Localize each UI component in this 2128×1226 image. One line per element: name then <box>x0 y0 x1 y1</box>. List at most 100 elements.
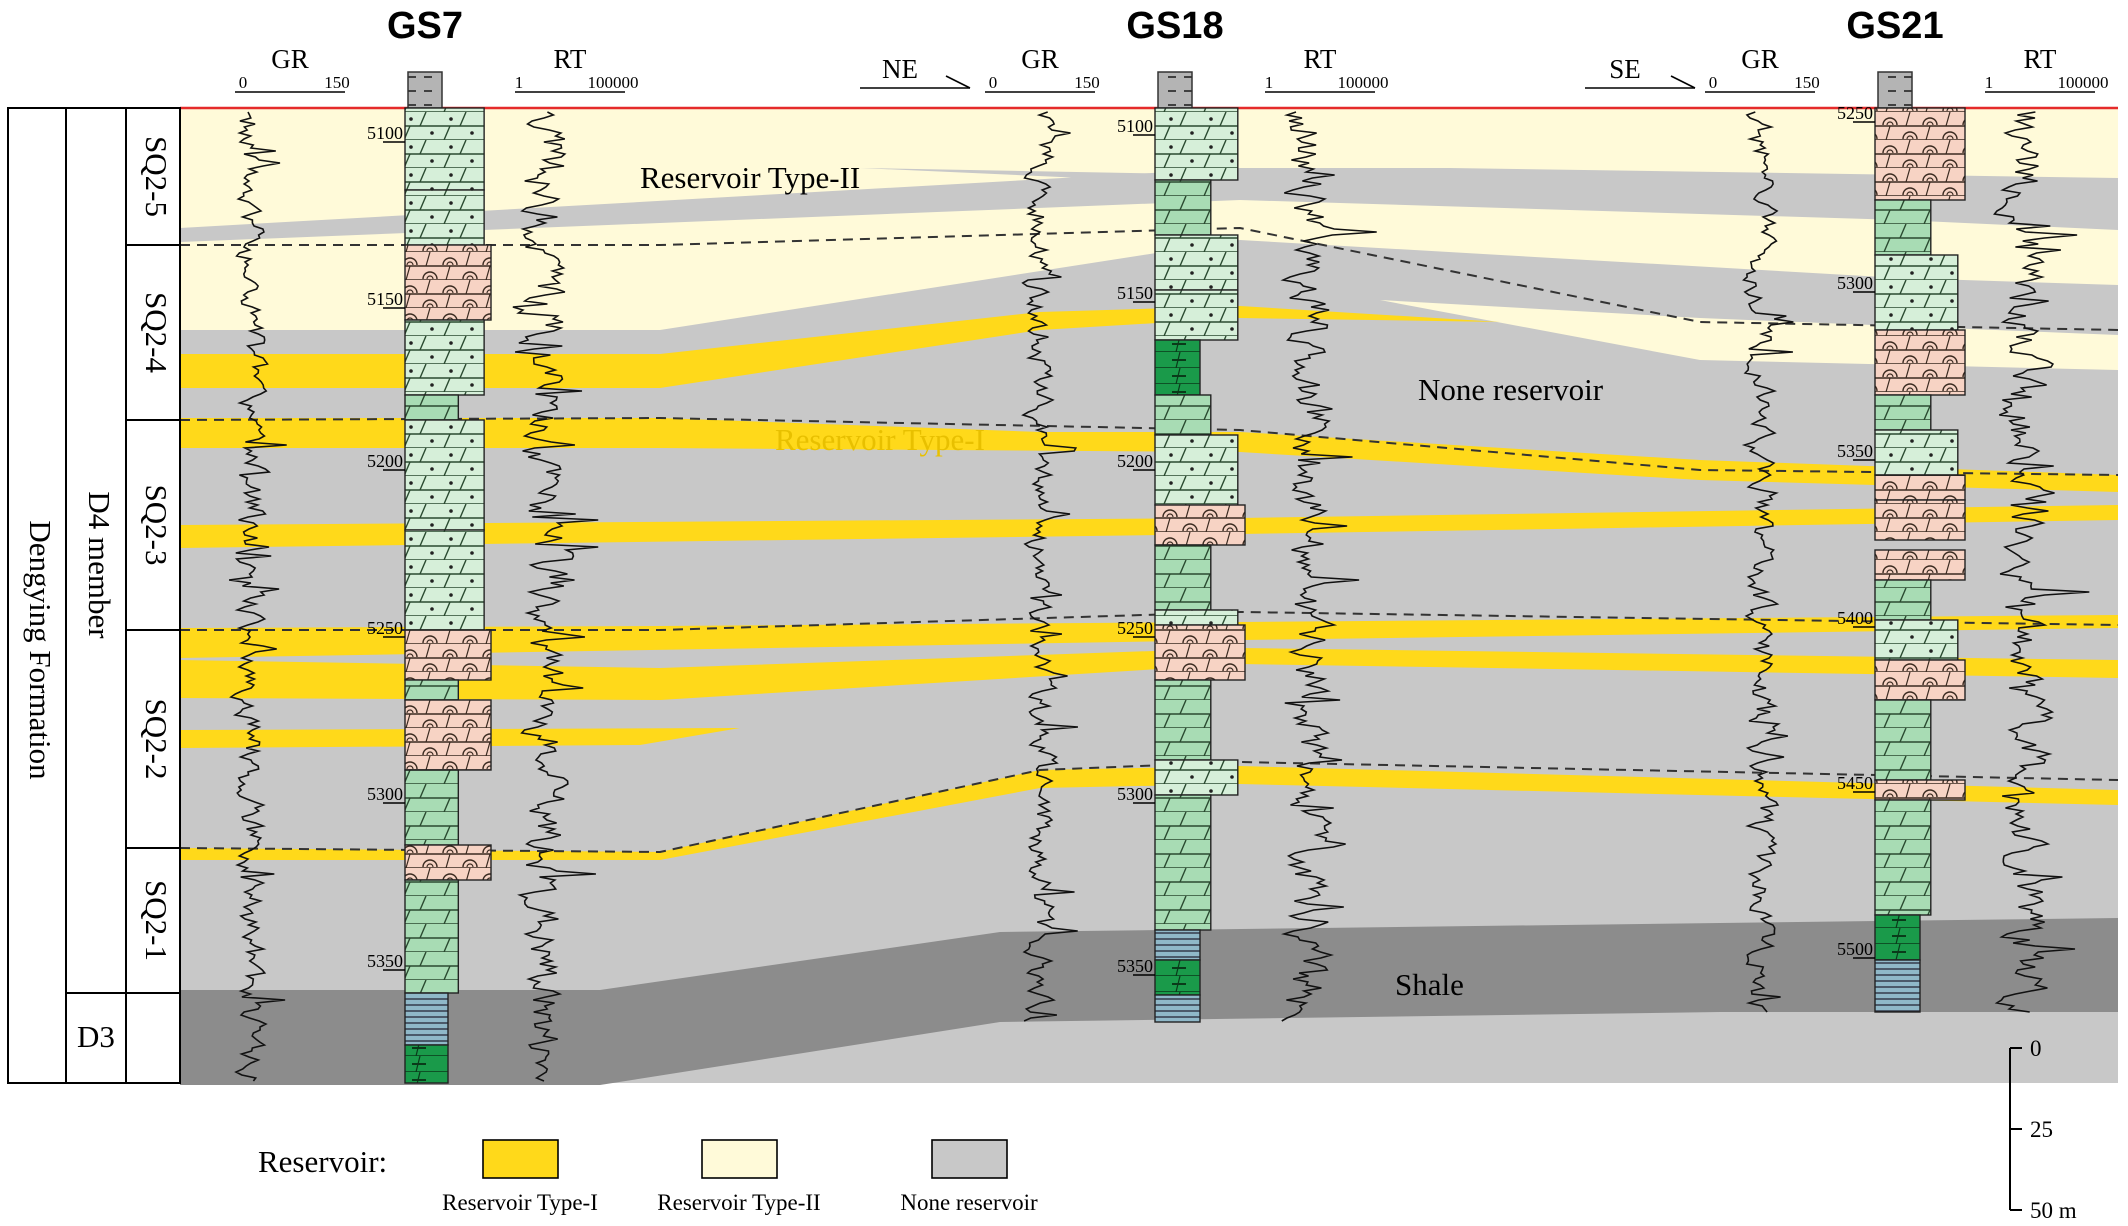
lithology-unit <box>1874 329 1966 396</box>
lithology-unit <box>1154 339 1201 396</box>
lithology-unit <box>1154 609 1239 626</box>
rt-label: RT <box>2024 44 2057 74</box>
type2-annotation: Reservoir Type-II <box>640 160 860 195</box>
lithology-unit <box>404 844 492 881</box>
gr-curve <box>1741 111 1794 1013</box>
depth-label: 5300 <box>367 784 403 804</box>
lithology-unit <box>1874 699 1932 781</box>
lithology-unit <box>404 679 460 701</box>
rt-label: RT <box>554 44 587 74</box>
lithology-unit <box>404 394 460 421</box>
direction-arrow-head <box>1670 75 1696 89</box>
lithology-unit <box>1874 549 1966 581</box>
depth-label: 5250 <box>1117 618 1153 638</box>
type2-band-upper <box>180 200 2118 330</box>
gr-label: GR <box>1741 44 1779 74</box>
facies-layers <box>180 108 2118 1085</box>
lithology-unit <box>404 529 485 631</box>
direction-label: SE <box>1609 54 1641 84</box>
lithology-unit <box>1874 474 1966 501</box>
lithology-unit <box>1874 429 1959 476</box>
type1-band <box>180 766 2118 860</box>
lithology-unit <box>404 107 485 191</box>
lithology-unit <box>1874 579 1932 621</box>
well-name: GS18 <box>1126 5 1223 47</box>
well-cap <box>1157 71 1193 109</box>
formation-column <box>7 107 67 1084</box>
scale-label: 25 <box>2030 1117 2053 1142</box>
legend: Reservoir: Reservoir Type-I Reservoir Type… <box>258 1139 1038 1215</box>
lithology-unit <box>404 319 485 396</box>
sequence-label: SQ2-4 <box>139 292 174 373</box>
lithology-unit <box>404 879 460 994</box>
depth-label: 5300 <box>1837 273 1873 293</box>
legend-swatch <box>482 1139 559 1179</box>
lithology-unit <box>1154 107 1239 181</box>
depth-label: 5200 <box>1117 451 1153 471</box>
diagram-labels: GS7 GR 0 150 RT 1 100000 GS18 GR 0 150 RT 1 100000 GS2… <box>235 5 2109 1002</box>
gr-min: 0 <box>989 73 998 92</box>
direction-label: NE <box>882 54 918 84</box>
legend-title: Reservoir: <box>258 1144 387 1179</box>
gr-max: 150 <box>324 73 350 92</box>
d3-label: D3 <box>77 1019 115 1054</box>
member-column <box>65 107 127 1084</box>
lithology-unit <box>1154 544 1212 611</box>
formation-label: Dengying Formation <box>23 520 58 780</box>
shale-layer <box>180 918 2118 1085</box>
depth-label: 5100 <box>1117 116 1153 136</box>
lithology-unit <box>1874 659 1966 701</box>
depth-label: 5300 <box>1117 784 1153 804</box>
lithology-unit <box>1874 394 1932 431</box>
gr-max: 150 <box>1794 73 1820 92</box>
lithology-unit <box>1874 199 1932 256</box>
well-cap <box>407 71 443 109</box>
rt-max: 100000 <box>588 73 639 92</box>
type1-annotation: Reservoir Type-I <box>775 422 985 457</box>
depth-label: 5350 <box>1837 441 1873 461</box>
sequence-label: SQ2-2 <box>139 699 174 780</box>
depth-label: 5500 <box>1837 939 1873 959</box>
scale-label: 0 <box>2030 1036 2042 1061</box>
lithology-unit <box>1154 289 1239 341</box>
lithology-unit <box>404 1044 449 1084</box>
rt-curve <box>1993 111 2090 1013</box>
lithology-unit <box>404 244 492 321</box>
well-logs <box>228 111 2090 1082</box>
rt-label: RT <box>1304 44 1337 74</box>
sequence-label: SQ2-5 <box>139 136 174 217</box>
type2-band-top <box>180 108 2118 228</box>
lithology-unit <box>1154 959 1201 996</box>
sequence-boundary <box>179 760 2119 854</box>
gr-curve <box>228 111 287 1082</box>
gr-min: 0 <box>1709 73 1718 92</box>
rt-max: 100000 <box>1338 73 1389 92</box>
lithology-columns: 5100 5150 5200 5250 5300 5350 5100 5150 5200 5250… <box>367 71 1966 1084</box>
depth-label: 5250 <box>1837 103 1873 123</box>
gr-min: 0 <box>239 73 248 92</box>
gr-label: GR <box>271 44 309 74</box>
lithology-unit <box>1874 914 1921 961</box>
lithology-unit <box>1154 794 1212 931</box>
depth-label: 5150 <box>1117 283 1153 303</box>
gr-max: 150 <box>1074 73 1100 92</box>
lithology-unit <box>1154 504 1246 546</box>
depth-label: 5200 <box>367 451 403 471</box>
lithology-unit <box>1154 434 1239 506</box>
depth-label: 5450 <box>1837 773 1873 793</box>
sequence-label: SQ2-1 <box>139 880 174 961</box>
legend-label: Reservoir Type-II <box>657 1190 820 1215</box>
legend-label: Reservoir Type-I <box>442 1190 598 1215</box>
rt-min: 1 <box>515 73 524 92</box>
direction-arrow-head <box>945 75 971 89</box>
depth-label: 5350 <box>367 951 403 971</box>
lithology-unit <box>1874 107 1966 201</box>
sequence-boundary <box>180 226 2119 331</box>
lithology-unit <box>404 189 485 246</box>
sequence-boundary <box>179 416 2119 476</box>
well-name: GS21 <box>1846 5 1943 47</box>
lithology-unit <box>1874 499 1966 541</box>
well-cap <box>1877 71 1913 109</box>
shale-annotation: Shale <box>1395 967 1464 1002</box>
